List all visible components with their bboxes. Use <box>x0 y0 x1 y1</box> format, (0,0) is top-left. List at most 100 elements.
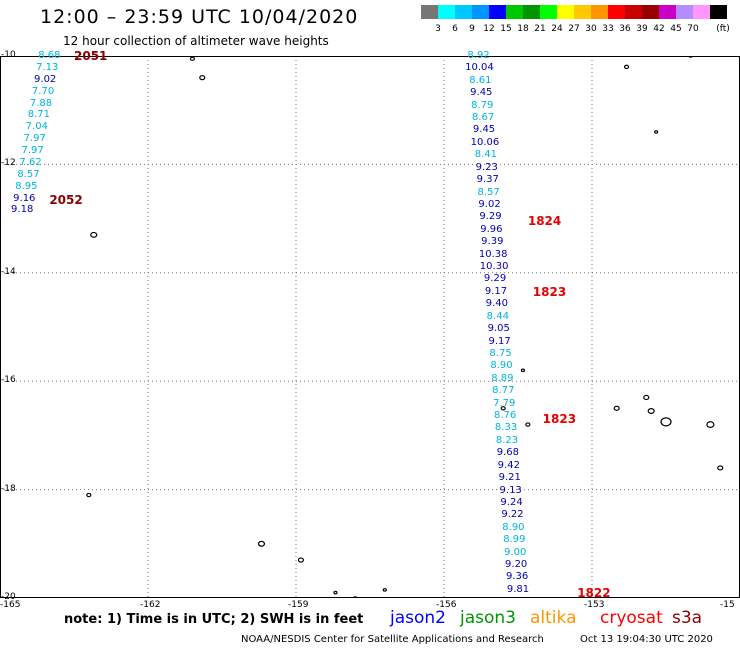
wave-height-value: 9.16 <box>13 192 36 204</box>
altimeter-map: -10 -12 -14 -16 -18 -20 -165 -162 -159 -156 -153 -1… <box>0 49 740 610</box>
island-outline <box>654 130 659 134</box>
wave-height-value: 8.79 <box>471 99 494 111</box>
island-outline <box>613 405 620 411</box>
wave-height-value: 8.41 <box>474 149 498 161</box>
wave-height-value: 8.75 <box>489 347 512 359</box>
legend-unit: (ft) <box>716 24 730 34</box>
satellite-jason3: jason3 <box>460 608 516 628</box>
legend-label: 9 <box>469 24 475 34</box>
wave-height-value: 9.29 <box>479 211 502 223</box>
legend-swatch <box>421 5 438 19</box>
legend-swatch <box>608 5 625 19</box>
wave-height-value: 7.62 <box>19 156 42 168</box>
legend-label: 42 <box>653 24 665 34</box>
wave-height-value: 7.97 <box>23 133 46 145</box>
legend-label: 33 <box>602 24 614 34</box>
pass-time-label: 1824 <box>527 214 562 229</box>
satellite-s3a: s3a <box>672 608 703 628</box>
island-outline <box>189 56 195 61</box>
wave-height-value: 9.22 <box>501 509 524 521</box>
wave-height-value: 8.90 <box>502 521 525 533</box>
wave-height-value: 9.81 <box>506 583 530 595</box>
wave-height-value: 7.79 <box>493 397 516 409</box>
legend-label: 3 <box>435 24 441 34</box>
y-tick-label: -12 <box>1 158 16 169</box>
legend-swatch <box>523 5 540 19</box>
island-outline <box>333 590 338 595</box>
legend-swatch <box>625 5 642 19</box>
wave-height-value: 9.17 <box>484 285 508 297</box>
map-note: note: 1) Time is in UTC; 2) SWH is in fe… <box>64 612 364 627</box>
legend-label: 24 <box>551 24 563 34</box>
island-outline <box>297 557 305 563</box>
island-outline <box>623 64 630 70</box>
wave-height-value: 9.45 <box>472 124 496 136</box>
wave-height-value: 7.88 <box>29 97 53 109</box>
x-tick-label: -165 <box>0 600 21 610</box>
pass-time-label: 2051 <box>74 49 108 63</box>
wave-height-value: 10.04 <box>465 62 494 74</box>
wave-height-value: 9.24 <box>500 496 523 508</box>
x-tick-label: -156 <box>436 600 457 610</box>
legend-swatch <box>506 5 523 19</box>
wave-height-value: 9.29 <box>483 273 507 285</box>
wave-height-value: 7.13 <box>36 61 59 73</box>
wave-height-value: 8.95 <box>15 180 38 192</box>
wave-height-value: 8.99 <box>503 534 526 546</box>
legend-swatch <box>489 5 506 19</box>
legend-label: 12 <box>483 24 495 34</box>
wave-height-value: 7.70 <box>31 85 55 97</box>
legend-swatch <box>438 5 455 19</box>
wave-height-value: 9.13 <box>499 484 522 496</box>
legend-swatch <box>540 5 557 19</box>
wave-height-legend: 3 6 9 12 15 18 21 24 27 30 33 36 39 42 45 70 (ft) <box>421 5 730 37</box>
wave-height-value: 8.68 <box>38 50 61 61</box>
legend-swatch <box>693 5 710 19</box>
legend-label: 6 <box>452 24 458 34</box>
legend-swatch <box>659 5 676 19</box>
wave-height-value: 10.30 <box>479 261 509 273</box>
wave-height-value: 7.97 <box>21 145 44 157</box>
wave-height-value: 9.21 <box>498 472 521 484</box>
wave-height-value: 10.38 <box>478 248 508 260</box>
wave-height-value: 9.00 <box>504 546 527 558</box>
wave-height-value: 8.57 <box>17 168 40 180</box>
wave-height-value: 9.17 <box>488 335 511 347</box>
island-outline <box>500 406 506 411</box>
wave-height-value: 8.23 <box>495 434 519 446</box>
island-outline <box>647 408 655 415</box>
wave-height-value: 9.68 <box>496 447 520 459</box>
wave-height-value: 8.57 <box>477 186 500 198</box>
wave-height-value: 9.45 <box>470 87 493 99</box>
wave-height-value: 9.23 <box>475 161 498 173</box>
legend-label: 21 <box>534 24 546 34</box>
island-outline <box>525 422 531 427</box>
wave-height-value: 9.37 <box>476 174 499 186</box>
legend-swatch <box>574 5 591 19</box>
legend-label: 70 <box>687 24 699 34</box>
wave-height-value: 9.05 <box>487 323 510 335</box>
wave-height-value: 8.89 <box>491 372 514 384</box>
wave-height-value: 8.76 <box>494 410 517 422</box>
wave-height-value: 8.77 <box>492 385 515 397</box>
wave-height-value: 8.90 <box>490 360 513 372</box>
legend-swatch <box>676 5 693 19</box>
y-tick-label: -20 <box>1 592 16 602</box>
legend-swatch <box>591 5 608 19</box>
wave-height-value: 9.02 <box>34 73 57 85</box>
x-tick-label: -15 <box>720 600 735 610</box>
wave-height-value: 8.67 <box>471 112 495 124</box>
wave-height-value: 9.18 <box>11 204 34 216</box>
legend-swatch <box>557 5 574 19</box>
map-svg <box>0 56 740 598</box>
x-tick-label: -153 <box>584 600 605 610</box>
footer-date: Oct 13 19:04:30 UTC 2020 <box>580 634 713 645</box>
wave-height-value: 8.33 <box>494 422 518 434</box>
x-tick-label: -159 <box>288 600 309 610</box>
wave-height-value: 9.20 <box>505 559 528 571</box>
legend-label: 45 <box>670 24 682 34</box>
map-title: 12:00 – 23:59 UTC 10/04/2020 <box>40 6 359 28</box>
satellite-altika: altika <box>530 608 577 628</box>
satellite-cryosat: cryosat <box>600 608 663 628</box>
wave-height-value: 7.04 <box>25 121 48 133</box>
